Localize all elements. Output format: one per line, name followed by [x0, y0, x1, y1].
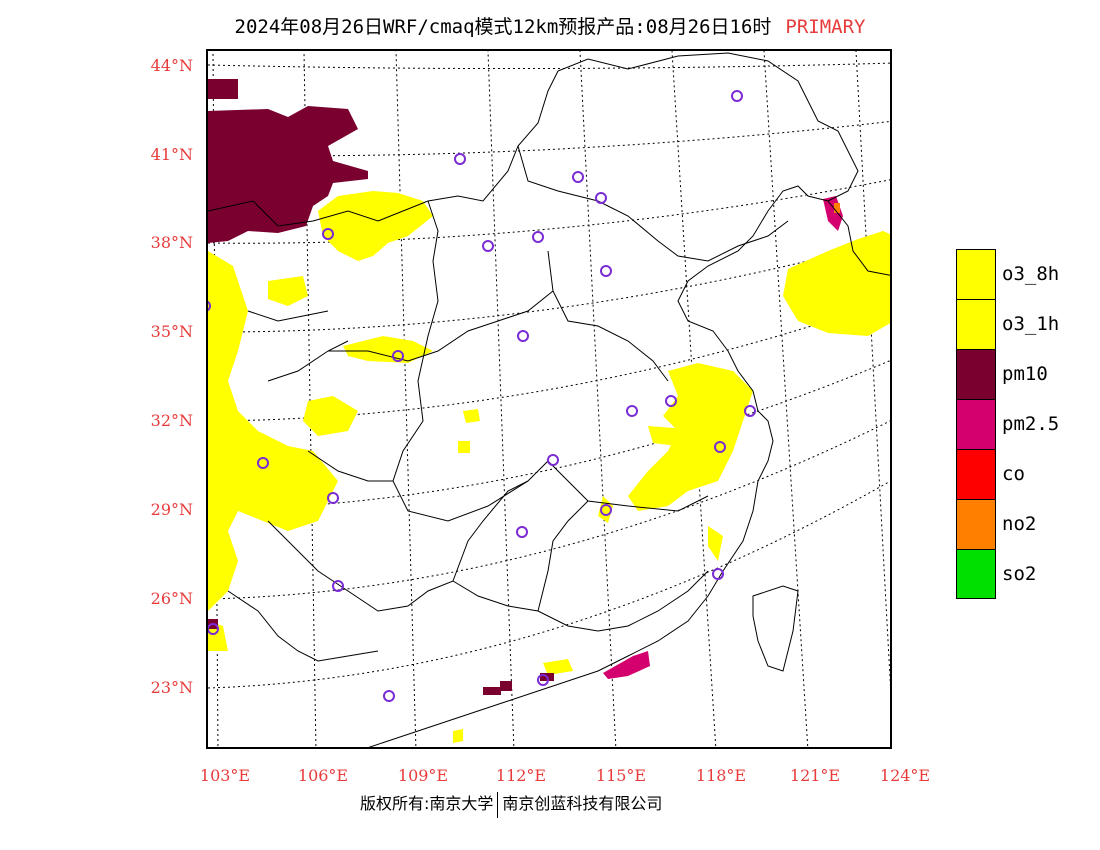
lat-label-41n: 41°N: [150, 145, 193, 164]
legend-item-co: co: [956, 449, 1059, 499]
legend-item-o3-1h: o3_1h: [956, 299, 1059, 349]
legend-label-pm10: pm10: [1002, 363, 1048, 385]
pm25-spot-bohai: [823, 196, 843, 231]
lon-label-115e: 115°E: [595, 766, 647, 785]
lon-label-109e: 109°E: [397, 766, 449, 785]
map-canvas[interactable]: [206, 49, 892, 749]
legend-item-pm25: pm2.5: [956, 399, 1059, 449]
pm25-region-south: [603, 651, 650, 679]
legend-swatch-no2: [956, 499, 996, 549]
legend-label-no2: no2: [1002, 513, 1037, 535]
pm-spots-south: [208, 619, 554, 695]
legend-item-so2: so2: [956, 549, 1059, 599]
legend-item-pm10: pm10: [956, 349, 1059, 399]
lat-label-44n: 44°N: [150, 56, 193, 75]
lat-label-26n: 26°N: [150, 589, 193, 608]
legend-swatch-o3-8h: [956, 249, 996, 299]
title-main: 2024年08月26日WRF/cmaq模式12km预报产品:08月26日16时: [234, 16, 772, 38]
lon-label-112e: 112°E: [495, 766, 547, 785]
lon-label-106e: 106°E: [297, 766, 349, 785]
map-svg: [208, 51, 890, 747]
lon-label-103e: 103°E: [199, 766, 251, 785]
lon-label-118e: 118°E: [695, 766, 747, 785]
copyright-company: 南京创蓝科技有限公司: [502, 794, 663, 813]
coastline: [368, 100, 890, 747]
pm10-region-north: [208, 79, 368, 243]
copyright-owner: 版权所有:南京大学: [360, 794, 494, 813]
legend-label-o3-1h: o3_1h: [1002, 313, 1060, 335]
o3-region-east: [458, 363, 753, 561]
o3-region-sea-east: [783, 231, 890, 336]
map-title: 2024年08月26日WRF/cmaq模式12km预报产品:08月26日16时 P…: [0, 12, 1100, 39]
legend-swatch-pm10: [956, 349, 996, 399]
lat-label-35n: 35°N: [150, 322, 193, 341]
legend-swatch-o3-1h: [956, 299, 996, 349]
legend-swatch-pm25: [956, 399, 996, 449]
o3-region-west: [208, 251, 358, 651]
copyright-line: 版权所有:南京大学 南京创蓝科技有限公司: [360, 790, 760, 818]
pollutant-legend: o3_8h o3_1h pm10 pm2.5 co no2 so2: [956, 249, 1059, 599]
lon-label-121e: 121°E: [789, 766, 841, 785]
copyright-separator: [497, 791, 499, 818]
legend-label-so2: so2: [1002, 563, 1037, 585]
province-boundaries: [208, 52, 809, 662]
lat-label-23n: 23°N: [150, 678, 193, 697]
lat-label-38n: 38°N: [150, 233, 193, 252]
station-markers: [208, 90, 756, 702]
lon-label-124e: 124°E: [879, 766, 931, 785]
o3-region-south: [453, 659, 573, 743]
o3-region-north: [318, 191, 433, 363]
legend-label-o3-8h: o3_8h: [1002, 263, 1060, 285]
legend-swatch-so2: [956, 549, 996, 599]
legend-item-no2: no2: [956, 499, 1059, 549]
legend-label-pm25: pm2.5: [1002, 413, 1060, 435]
lat-label-32n: 32°N: [150, 411, 193, 430]
legend-item-o3-8h: o3_8h: [956, 249, 1059, 299]
title-primary-tag: PRIMARY: [785, 16, 866, 38]
legend-swatch-co: [956, 449, 996, 499]
legend-label-co: co: [1002, 463, 1025, 485]
lat-label-29n: 29°N: [150, 500, 193, 519]
